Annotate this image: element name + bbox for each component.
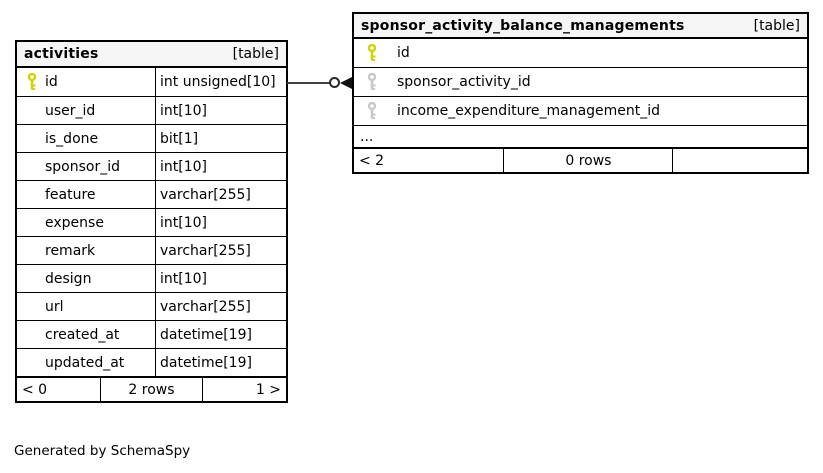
table-row: design int[10] bbox=[17, 264, 286, 292]
key-spacer bbox=[25, 129, 39, 148]
table-row: user_id int[10] bbox=[17, 96, 286, 124]
table-activities: activities [table] id int unsigned[10] u… bbox=[15, 40, 288, 403]
generator-credit: Generated by SchemaSpy bbox=[14, 443, 191, 459]
table-row: expense int[10] bbox=[17, 208, 286, 236]
column-name: user_id bbox=[45, 102, 96, 119]
column-type: int[10] bbox=[160, 270, 207, 287]
column-type: int[10] bbox=[160, 102, 207, 119]
footer-parents-count: < 0 bbox=[22, 381, 48, 398]
table-footer: < 0 2 rows 1 > bbox=[17, 376, 286, 401]
relationship-crowfoot-arrow bbox=[340, 77, 352, 89]
table-row: url varchar[255] bbox=[17, 292, 286, 320]
key-spacer bbox=[25, 213, 39, 232]
hidden-columns-ellipsis: ... bbox=[354, 125, 807, 147]
key-spacer bbox=[25, 297, 39, 316]
key-spacer bbox=[25, 353, 39, 372]
relationship-line bbox=[287, 82, 331, 84]
table-row: feature varchar[255] bbox=[17, 180, 286, 208]
table-sponsor-activity-balance-managements: sponsor_activity_balance_managements [ta… bbox=[352, 12, 809, 174]
key-spacer bbox=[25, 157, 39, 176]
footer-parents-count: < 2 bbox=[359, 152, 385, 169]
table-row: sponsor_activity_id bbox=[354, 67, 807, 96]
column-type: int[10] bbox=[160, 214, 207, 231]
column-name: sponsor_id bbox=[45, 158, 121, 175]
table-header[interactable]: activities [table] bbox=[17, 42, 286, 68]
footer-rows-count: 2 rows bbox=[100, 378, 203, 401]
column-name: remark bbox=[45, 242, 96, 259]
table-row: sponsor_id int[10] bbox=[17, 152, 286, 180]
key-spacer bbox=[25, 325, 39, 344]
column-name: expense bbox=[45, 214, 104, 231]
column-name: id bbox=[45, 74, 58, 90]
table-row: income_expenditure_management_id bbox=[354, 96, 807, 125]
table-row: created_at datetime[19] bbox=[17, 320, 286, 348]
column-type: bit[1] bbox=[160, 130, 199, 147]
footer-rows-count: 0 rows bbox=[503, 149, 674, 172]
column-name: design bbox=[45, 270, 92, 287]
table-tag: [table] bbox=[753, 17, 800, 34]
primary-key-icon bbox=[25, 73, 39, 92]
column-type: datetime[19] bbox=[160, 326, 252, 343]
primary-key-icon bbox=[365, 44, 379, 63]
table-title[interactable]: activities bbox=[24, 46, 99, 62]
column-type: varchar[255] bbox=[160, 242, 251, 259]
column-name: id bbox=[397, 45, 410, 61]
column-type: int unsigned[10] bbox=[160, 74, 276, 90]
key-spacer bbox=[25, 269, 39, 288]
table-row: id bbox=[354, 39, 807, 67]
column-type: int[10] bbox=[160, 158, 207, 175]
column-type: varchar[255] bbox=[160, 186, 251, 203]
footer-children-count bbox=[673, 149, 807, 172]
key-spacer bbox=[25, 101, 39, 120]
table-row: remark varchar[255] bbox=[17, 236, 286, 264]
relationship-zero-circle bbox=[329, 77, 340, 88]
column-name: url bbox=[45, 298, 64, 315]
column-name: sponsor_activity_id bbox=[397, 74, 531, 90]
column-name: is_done bbox=[45, 130, 99, 147]
column-name: created_at bbox=[45, 326, 120, 343]
table-footer: < 2 0 rows bbox=[354, 147, 807, 172]
foreign-key-icon bbox=[365, 102, 379, 121]
footer-children-count: 1 > bbox=[255, 381, 281, 398]
column-type: varchar[255] bbox=[160, 298, 251, 315]
table-tag: [table] bbox=[232, 46, 279, 62]
table-title[interactable]: sponsor_activity_balance_managements bbox=[361, 17, 685, 34]
column-type: datetime[19] bbox=[160, 354, 252, 371]
table-row: is_done bit[1] bbox=[17, 124, 286, 152]
table-header[interactable]: sponsor_activity_balance_managements [ta… bbox=[354, 14, 807, 39]
column-name: income_expenditure_management_id bbox=[397, 103, 661, 119]
table-row: updated_at datetime[19] bbox=[17, 348, 286, 376]
column-name: feature bbox=[45, 186, 96, 203]
column-name: updated_at bbox=[45, 354, 125, 371]
key-spacer bbox=[25, 241, 39, 260]
table-row: id int unsigned[10] bbox=[17, 68, 286, 96]
key-spacer bbox=[25, 185, 39, 204]
foreign-key-icon bbox=[365, 73, 379, 92]
